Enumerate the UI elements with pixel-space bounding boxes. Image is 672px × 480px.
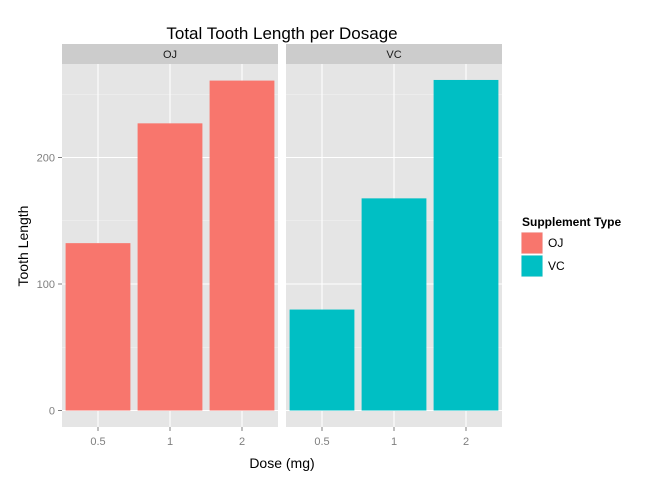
bar-oj-2 [209, 80, 275, 411]
legend-swatch-oj [521, 232, 543, 254]
facet-strip [286, 44, 502, 64]
legend-label-vc: VC [548, 259, 565, 273]
bar-vc-0.5 [289, 309, 355, 411]
facet-strip [62, 44, 278, 64]
x-tick-label: 1 [391, 436, 397, 448]
x-tick-label: 2 [239, 436, 245, 448]
y-axis-title: Tooth Length [15, 206, 31, 287]
x-tick-label: 0.5 [90, 436, 105, 448]
facet-panel-vc: VC 0.5 1 2 [286, 44, 502, 448]
x-tick-label: 2 [463, 436, 469, 448]
x-tick-label: 1 [167, 436, 173, 448]
facet-panel-oj: OJ 0.5 1 2 [62, 44, 278, 448]
legend-swatch-vc [521, 255, 543, 277]
y-axis: 0 100 200 [37, 153, 62, 418]
facet-panels: OJ 0.5 1 2 VC 0.5 1 2 0 100 200 [37, 44, 502, 448]
legend-label-oj: OJ [548, 236, 563, 250]
y-tick-label: 100 [37, 279, 55, 291]
bar-vc-2 [433, 79, 499, 411]
legend-title: Supplement Type [522, 215, 621, 229]
chart-title: Total Tooth Length per Dosage [166, 24, 397, 43]
x-axis-title: Dose (mg) [249, 455, 314, 471]
legend: Supplement Type OJ VC [521, 215, 621, 277]
y-tick-label: 200 [37, 153, 55, 165]
bar-vc-1 [361, 198, 427, 411]
legend-items: OJ VC [521, 232, 565, 277]
y-tick-label: 0 [49, 406, 55, 418]
facet-strip-label: OJ [163, 49, 177, 61]
bar-oj-1 [137, 123, 203, 411]
facet-strip-label: VC [386, 49, 401, 61]
x-tick-label: 0.5 [314, 436, 329, 448]
bar-oj-0.5 [65, 243, 131, 411]
